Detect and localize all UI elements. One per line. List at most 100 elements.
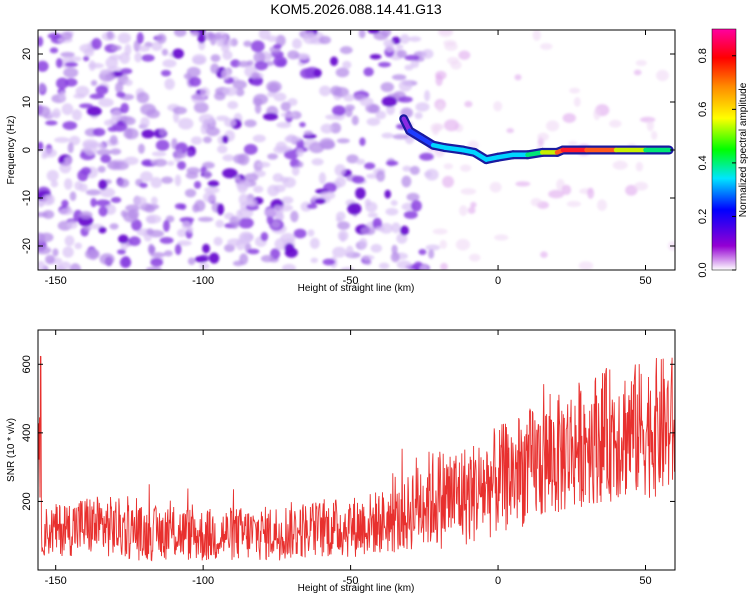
- heatmap-cell: [273, 56, 288, 68]
- heatmap-cell: [136, 32, 144, 44]
- heatmap-cell: [368, 104, 381, 114]
- heatmap-cell: [401, 175, 412, 188]
- heatmap-cell: [162, 59, 177, 68]
- colorbar-tick-label: 0.2: [697, 209, 709, 224]
- heatmap-cell: [110, 148, 122, 155]
- heatmap-cell: [273, 43, 282, 50]
- heatmap-cell: [351, 115, 359, 126]
- heatmap-cell: [42, 194, 54, 206]
- heatmap-cell: [109, 223, 119, 230]
- heatmap-cell: [436, 102, 445, 113]
- heatmap-cell: [358, 237, 368, 250]
- heatmap-cell: [283, 149, 299, 160]
- heatmap-cell: [232, 80, 247, 90]
- heatmap-cell: [319, 191, 336, 200]
- heatmap-cell: [150, 196, 158, 205]
- heatmap-cell: [197, 216, 214, 222]
- heatmap-cell: [62, 121, 78, 130]
- heatmap-cell: [573, 97, 581, 107]
- ridge-segment: [495, 152, 516, 160]
- heatmap-cell: [446, 56, 459, 65]
- heatmap-cell: [216, 203, 225, 216]
- heatmap-cell: [281, 263, 296, 270]
- heatmap-cell: [425, 168, 439, 181]
- heatmap-cell: [359, 137, 366, 147]
- heatmap-cell: [458, 50, 471, 60]
- heatmap-cell: [107, 160, 121, 170]
- heatmap-cell: [280, 112, 296, 118]
- heatmap-x-axis-label: Height of straight line (km): [298, 283, 415, 294]
- heatmap-cell: [399, 34, 410, 44]
- snr-x-tick-label: -50: [343, 575, 359, 587]
- heatmap-cell: [52, 248, 59, 257]
- heatmap-cell: [137, 143, 145, 154]
- heatmap-cell: [45, 120, 58, 126]
- heatmap-cell: [414, 112, 423, 120]
- heatmap-cell: [74, 242, 83, 250]
- heatmap-cell: [380, 82, 395, 93]
- heatmap-cell: [367, 30, 380, 34]
- heatmap-cell: [439, 239, 447, 250]
- heatmap-cell: [489, 181, 502, 193]
- heatmap-cell: [332, 246, 347, 258]
- heatmap-y-tick-label: 10: [21, 96, 33, 108]
- heatmap-cell: [227, 101, 239, 110]
- heatmap-cell: [139, 182, 148, 188]
- heatmap-cell: [260, 232, 269, 242]
- heatmap-cell: [90, 79, 98, 87]
- colorbar-tick-label: 0.0: [697, 262, 709, 277]
- heatmap-cell: [99, 253, 115, 266]
- heatmap-cell: [279, 176, 290, 183]
- colorbar: 0.0 0.2 0.4 0.6 0.8 Normalized spectral ampl…: [697, 28, 749, 278]
- heatmap-cell: [141, 159, 154, 167]
- heatmap-cell: [428, 249, 435, 259]
- heatmap-cell: [339, 46, 353, 55]
- colorbar-tick-label: 0.4: [697, 155, 709, 170]
- heatmap-x-tick-label: 50: [639, 275, 651, 287]
- heatmap-cell: [587, 187, 595, 199]
- heatmap-cell: [178, 117, 194, 130]
- heatmap-cell: [494, 234, 509, 241]
- heatmap-cell: [302, 32, 318, 45]
- heatmap-cell: [379, 222, 393, 234]
- heatmap-cell: [67, 220, 78, 229]
- heatmap-cell: [200, 123, 208, 135]
- heatmap-cell: [235, 88, 245, 97]
- heatmap-cell: [159, 236, 174, 244]
- heatmap-cell: [266, 35, 279, 43]
- heatmap-cell: [540, 251, 548, 259]
- heatmap-cell: [222, 154, 235, 162]
- heatmap-cell: [117, 178, 130, 188]
- heatmap-cell: [467, 206, 476, 214]
- heatmap-cell: [203, 170, 212, 180]
- heatmap-cell: [55, 58, 63, 69]
- heatmap-cell: [639, 116, 656, 123]
- heatmap-cell: [236, 209, 243, 221]
- heatmap-cell: [376, 170, 386, 182]
- heatmap-cell: [121, 256, 131, 268]
- heatmap-cell: [109, 117, 118, 125]
- heatmap-cell: [198, 40, 206, 51]
- heatmap-cell: [267, 91, 276, 98]
- heatmap-cell: [146, 228, 154, 236]
- heatmap-cell: [514, 74, 522, 81]
- heatmap-cell: [250, 40, 265, 53]
- colorbar-tick-label: 0.8: [697, 48, 709, 63]
- heatmap-cell: [75, 85, 90, 97]
- heatmap-cell: [176, 160, 187, 170]
- heatmap-cell: [251, 72, 260, 79]
- heatmap-cell: [309, 237, 320, 249]
- heatmap-cell: [459, 205, 468, 217]
- snr-x-tick-label: 0: [495, 575, 501, 587]
- heatmap-cell: [267, 184, 280, 197]
- heatmap-cell: [460, 188, 477, 195]
- heatmap-cell: [151, 151, 167, 157]
- heatmap-cell: [110, 196, 122, 204]
- heatmap-cell: [203, 136, 212, 144]
- heatmap-cell: [625, 184, 638, 196]
- heatmap-cell: [140, 117, 150, 129]
- heatmap-cell: [99, 187, 116, 198]
- heatmap-cell: [299, 68, 315, 79]
- heatmap-cell: [385, 160, 399, 166]
